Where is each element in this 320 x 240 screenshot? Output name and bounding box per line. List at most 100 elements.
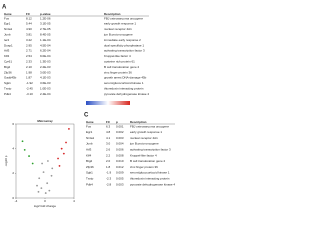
cell: B cell translocation gene 2 — [104, 65, 140, 69]
cell: activating transcription factor 3 — [104, 49, 145, 53]
cell: thioredoxin interacting protein — [130, 176, 170, 180]
point — [47, 160, 49, 162]
cell: 3.1E-05 — [40, 22, 51, 26]
cell: Ier2 — [4, 38, 10, 42]
point — [37, 190, 40, 193]
cell: 3.22 — [26, 38, 32, 42]
cell: 3.81 — [26, 32, 32, 36]
cell: 4.90 — [26, 27, 32, 31]
cell: jun B proto-oncogene — [103, 32, 133, 36]
cell: nuclear receptor 4A1 — [130, 136, 158, 140]
y-tick-label: 6 — [12, 122, 14, 126]
cell: 3.0 — [106, 142, 111, 146]
column-header: Description — [104, 12, 121, 16]
cell: Fos — [86, 124, 92, 128]
cell: 8.12 — [26, 16, 32, 20]
cell: 1.2E-06 — [40, 16, 51, 20]
cell: dual specificity phosphatase 1 — [104, 43, 144, 47]
cell: Atf3 — [4, 49, 10, 53]
point — [28, 155, 30, 157]
cell: 2.2E-03 — [40, 65, 51, 69]
point — [40, 187, 43, 190]
point — [38, 177, 41, 180]
cell: Nr4a1 — [86, 136, 95, 140]
cell: Kruppel-like factor 4 — [130, 153, 157, 157]
cell: 2.2 — [106, 153, 111, 157]
cell: 2.6 — [106, 147, 111, 151]
cell: 1.98 — [26, 70, 32, 74]
point — [58, 165, 61, 167]
cell: thioredoxin interacting protein — [104, 86, 144, 90]
cell: Egr1 — [4, 22, 11, 26]
cell: 8.4E-05 — [40, 32, 51, 36]
x-tick-label: 4 — [73, 199, 75, 203]
cell: pyruvate dehydrogenase kinase 4 — [104, 92, 149, 96]
cell: activating transcription factor 3 — [130, 147, 171, 151]
column-header: FC — [26, 12, 31, 16]
point — [41, 162, 43, 165]
cell: 0.002 — [116, 130, 124, 134]
cell: Cyr61 — [4, 59, 12, 63]
column-header: FC — [106, 120, 111, 124]
cell: 9.0E-04 — [40, 54, 51, 58]
cell: Pdk4 — [86, 182, 93, 186]
cell: 1.87 — [26, 76, 32, 80]
cell: 2.4E-04 — [40, 92, 51, 96]
cell: 1.1E-04 — [40, 38, 51, 42]
cell: Fos — [4, 16, 10, 20]
cell: nuclear receptor 4A1 — [104, 27, 132, 31]
point — [42, 171, 45, 174]
column-header: Gene — [86, 120, 94, 124]
cell: FBJ osteosarcoma oncogene — [104, 16, 143, 20]
y-tick-label: 0 — [12, 196, 14, 200]
cell: Klf4 — [4, 54, 10, 58]
cell: -1.92 — [26, 81, 33, 85]
column-header: p-value — [40, 12, 51, 16]
cell: 1.3E-03 — [40, 59, 51, 63]
cell: -2.45 — [26, 86, 33, 90]
panel-label: A — [2, 5, 7, 11]
cell: -1.9 — [106, 171, 112, 175]
cell: zinc finger protein 36 — [104, 70, 132, 74]
cell: 1.8 — [106, 165, 111, 169]
cell: 0.008 — [116, 153, 124, 157]
cell: 0.005 — [116, 176, 124, 180]
cell: Txnip — [86, 176, 94, 180]
cell: serum/glucocorticoid kinase 1 — [104, 81, 144, 85]
cell: 0.001 — [116, 124, 124, 128]
cell: Zfp36 — [4, 70, 12, 74]
point — [51, 167, 54, 170]
cell: 0.010 — [116, 159, 124, 163]
cell: 2.71 — [26, 49, 32, 53]
cell: 3.6E-03 — [40, 81, 51, 85]
cell: 2.7E-05 — [40, 27, 51, 31]
cell: 5.44 — [26, 22, 32, 26]
cell: B cell translocation gene 2 — [130, 159, 166, 163]
cell: 4.5E-04 — [40, 43, 51, 47]
cell: Pdk4 — [4, 92, 11, 96]
cell: immediate early response 2 — [104, 38, 141, 42]
cell: Zfp36 — [86, 165, 94, 169]
cell: -3.10 — [26, 92, 33, 96]
cell: 0.006 — [116, 147, 124, 151]
cell: 3.0E-03 — [40, 70, 51, 74]
cell: 0.004 — [116, 142, 124, 146]
point — [50, 174, 53, 177]
column-header: Gene — [4, 12, 12, 16]
y-tick-label: 4 — [12, 146, 14, 150]
cell: Txnip — [4, 86, 12, 90]
cell: 4.1E-03 — [40, 76, 51, 80]
cell: Egr1 — [86, 130, 93, 134]
y-axis-label: -log10 p — [4, 155, 8, 166]
panel-label: C — [84, 113, 89, 119]
point — [21, 140, 24, 143]
cell: Nr4a1 — [4, 27, 13, 31]
point — [65, 141, 67, 144]
cell: growth arrest DNA-damage 45b — [104, 76, 147, 80]
cell: Sgk1 — [86, 171, 93, 175]
cell: zinc finger protein 36 — [130, 165, 158, 169]
cell: Sgk1 — [4, 81, 11, 85]
point — [46, 182, 49, 185]
cell: 4.8 — [106, 130, 111, 134]
